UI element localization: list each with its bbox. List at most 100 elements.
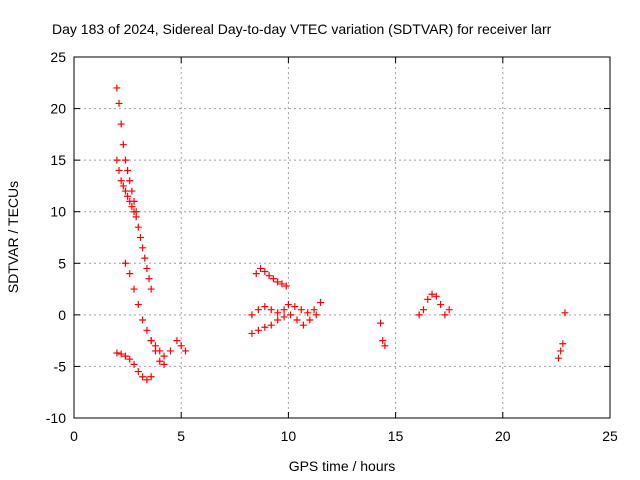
data-point (147, 285, 155, 293)
data-point (297, 306, 305, 314)
data-point (280, 306, 288, 314)
y-tick-label: -10 (46, 410, 66, 426)
data-point (261, 268, 269, 276)
data-point (269, 275, 277, 283)
data-point (291, 303, 299, 311)
data-point (254, 326, 262, 334)
data-point (306, 316, 314, 324)
data-point (561, 309, 569, 317)
data-point (130, 285, 138, 293)
data-point (274, 278, 282, 286)
grid-layer (74, 57, 610, 418)
data-point (419, 306, 427, 314)
data-point (156, 357, 164, 365)
data-point (280, 313, 288, 321)
y-tick-label: 5 (58, 255, 66, 271)
data-point (139, 244, 147, 252)
data-point (445, 306, 453, 314)
data-point (139, 316, 147, 324)
data-point (117, 177, 125, 185)
data-point (141, 254, 149, 262)
data-point (173, 337, 181, 345)
data-point (143, 264, 151, 272)
data-point (115, 99, 123, 107)
data-point (121, 187, 129, 195)
data-point (132, 213, 140, 221)
data-point (557, 347, 565, 355)
data-point (299, 321, 307, 329)
data-point (126, 355, 134, 363)
data-point (126, 197, 134, 205)
data-point (381, 342, 389, 350)
data-point (282, 282, 290, 290)
x-tick-label: 5 (177, 428, 185, 444)
data-point (130, 208, 138, 216)
x-tick-label: 20 (495, 428, 511, 444)
data-point (126, 177, 134, 185)
data-point (377, 319, 385, 327)
data-point (128, 187, 136, 195)
data-point (267, 321, 275, 329)
data-point (310, 306, 318, 314)
data-point (134, 368, 142, 376)
data-point (437, 301, 445, 309)
data-point (113, 349, 121, 357)
data-point (115, 166, 123, 174)
data-point (267, 306, 275, 314)
data-point (160, 360, 168, 368)
data-point (113, 84, 121, 92)
x-tick-label: 0 (70, 428, 78, 444)
data-point (274, 316, 282, 324)
data-point (181, 347, 189, 355)
data-point (119, 182, 127, 190)
x-tick-label: 15 (388, 428, 404, 444)
data-point (317, 298, 325, 306)
data-point (128, 203, 136, 211)
data-point (432, 292, 440, 300)
data-point (312, 311, 320, 319)
y-tick-label: 10 (50, 204, 66, 220)
data-point (121, 259, 129, 267)
data-point (136, 234, 144, 241)
y-axis-label: SDTVAR / TECUs (5, 181, 21, 293)
data-point (124, 166, 132, 174)
data-point (415, 311, 423, 319)
data-point (248, 329, 256, 337)
data-point (441, 311, 449, 319)
x-tick-label: 10 (281, 428, 297, 444)
data-point (428, 290, 436, 298)
data-point (166, 347, 174, 355)
data-point (261, 303, 269, 311)
y-tick-label: 25 (50, 49, 66, 65)
data-point (117, 120, 125, 128)
tick-layer: 0 5 10 15 20 25 -10 -5 0 5 10 15 20 25 (46, 49, 618, 444)
data-point (145, 275, 153, 283)
y-tick-label: -5 (54, 358, 67, 374)
data-point (261, 323, 269, 331)
data-point (265, 272, 273, 280)
x-tick-label: 25 (602, 428, 618, 444)
data-point (257, 264, 265, 272)
data-point (113, 156, 121, 164)
data-point (287, 311, 295, 319)
data-point (121, 156, 129, 164)
data-point (254, 306, 262, 314)
data-point (126, 270, 134, 278)
data-point (139, 373, 147, 381)
data-point (559, 340, 567, 348)
data-point (134, 223, 142, 231)
data-point (293, 316, 301, 324)
data-point (555, 354, 563, 362)
data-point (143, 326, 151, 334)
data-point (130, 360, 138, 368)
data-point (252, 270, 260, 278)
data-point (134, 301, 142, 309)
data-point (143, 376, 151, 384)
data-point (117, 350, 125, 358)
data-point (147, 337, 155, 345)
data-point (424, 295, 432, 303)
data-point (278, 280, 286, 288)
x-axis-label: GPS time / hours (289, 458, 396, 474)
data-point (284, 301, 292, 309)
